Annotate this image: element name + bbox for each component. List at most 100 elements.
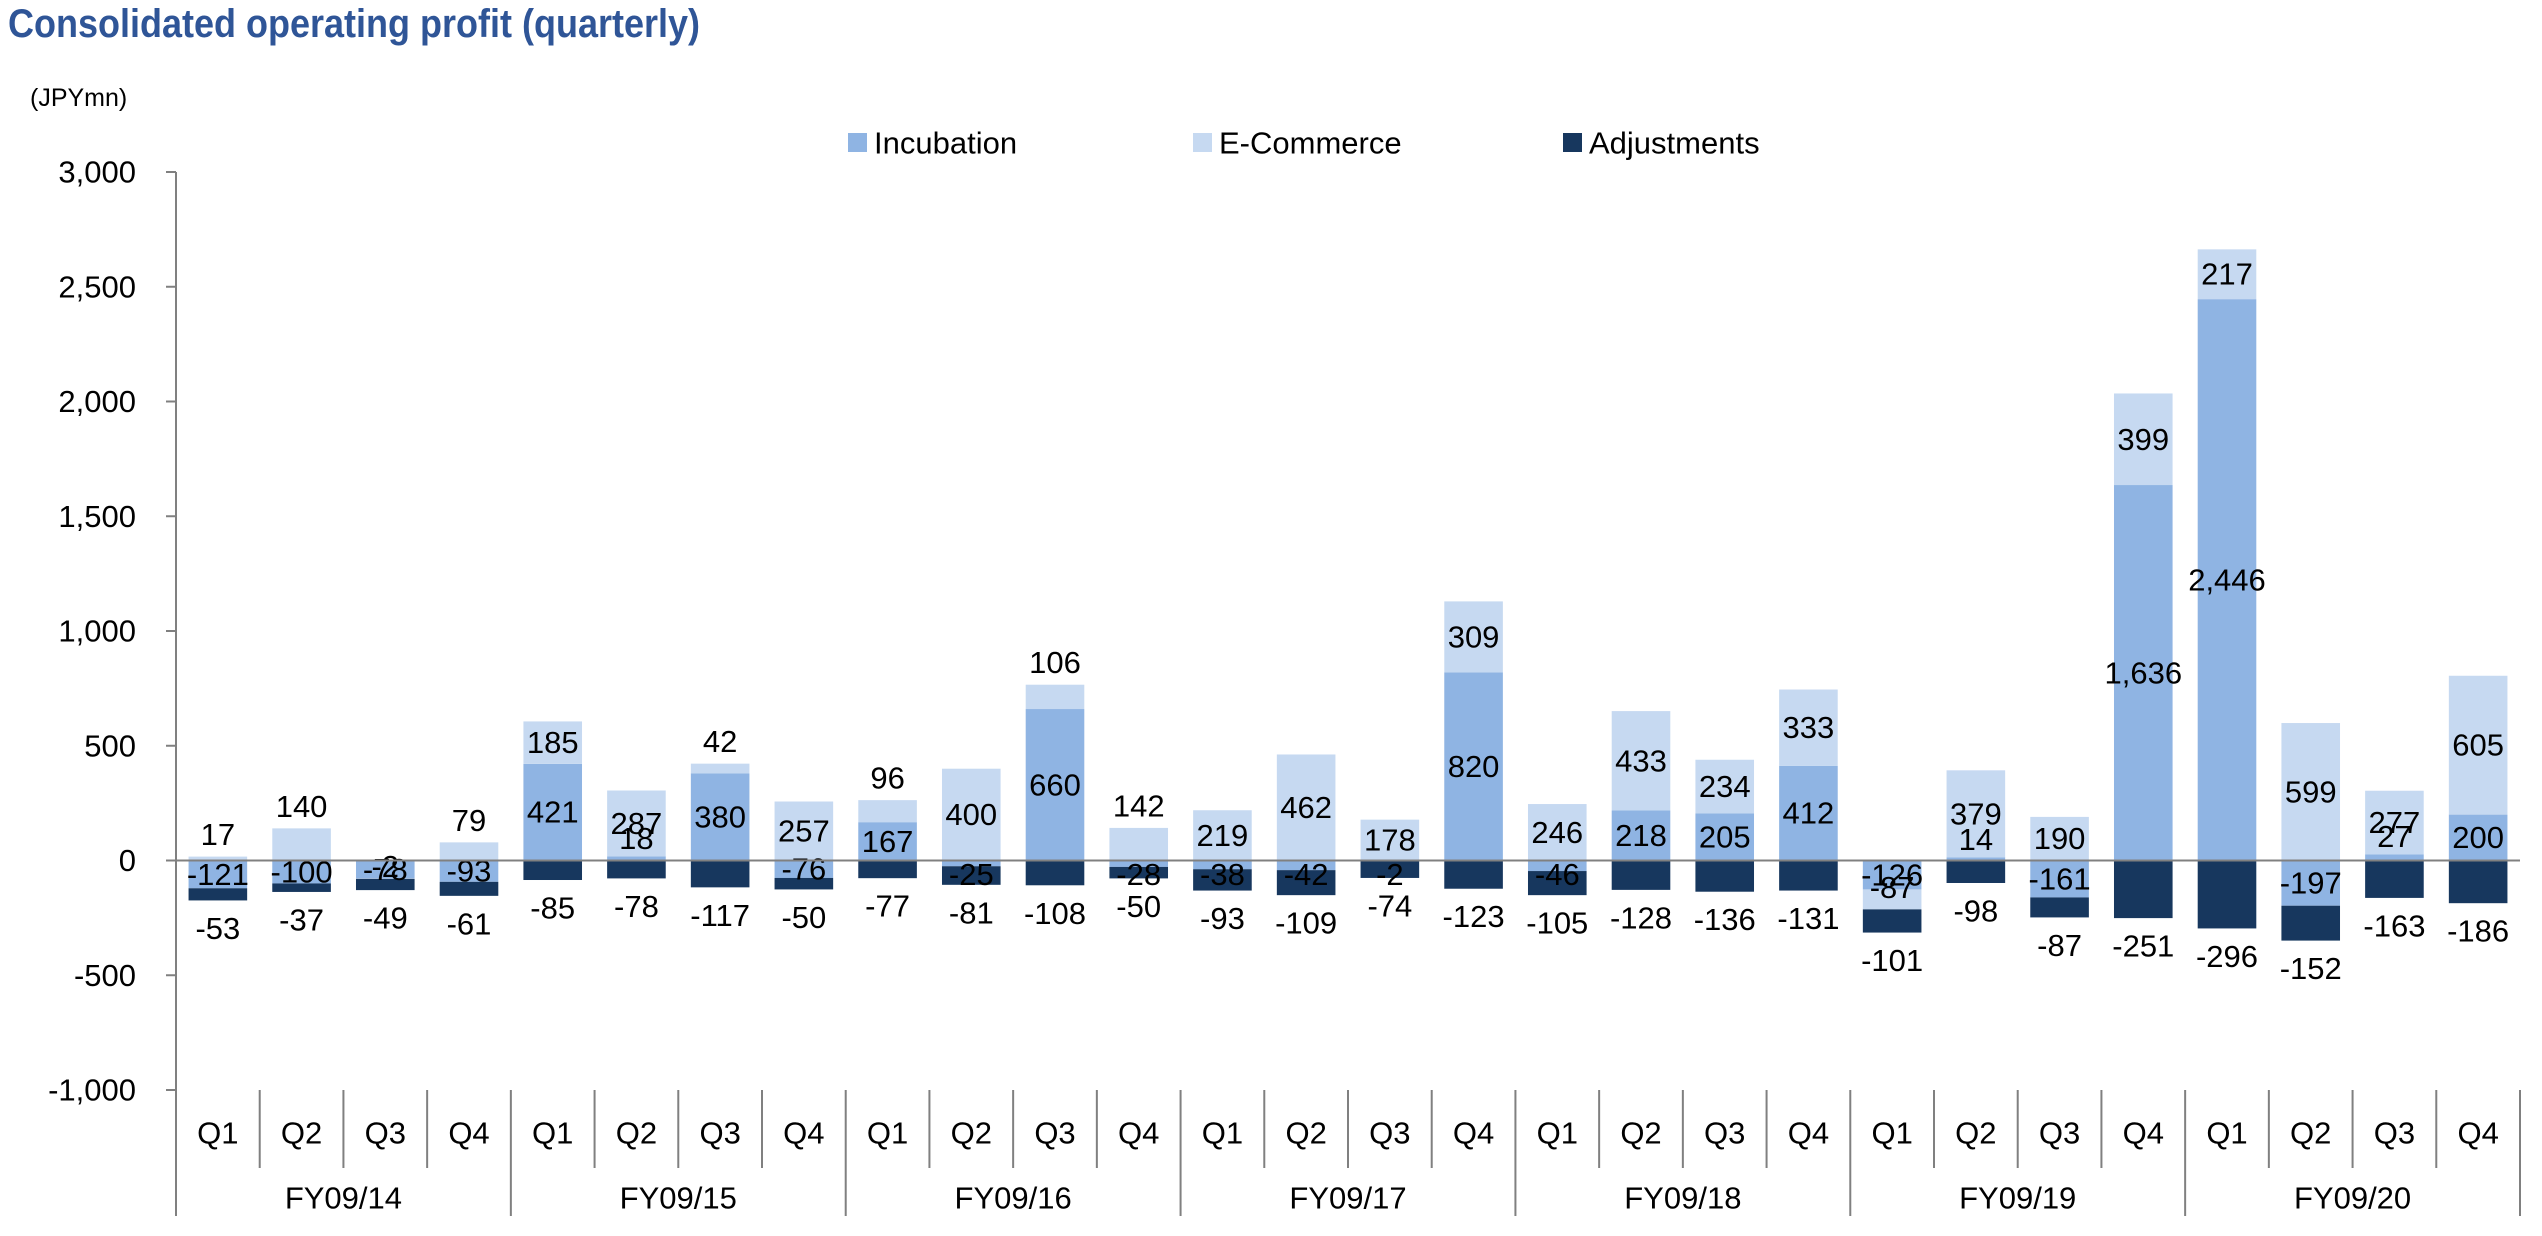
label-ecommerce: 234 <box>1699 769 1751 804</box>
label-incubation: 218 <box>1615 818 1667 853</box>
bar-incubation <box>774 860 834 878</box>
y-axis-unit: (JPYmn) <box>30 84 128 112</box>
bar-incubation <box>439 860 499 882</box>
quarter-label: Q4 <box>1788 1116 1829 1151</box>
label-ecommerce: 246 <box>1531 815 1583 850</box>
bar-ecommerce <box>941 768 1001 861</box>
label-ecommerce: 287 <box>611 806 663 841</box>
bar-incubation <box>1527 860 1587 872</box>
quarter-label: Q2 <box>1955 1116 1996 1151</box>
label-incubation: 27 <box>2377 819 2411 854</box>
label-adjustments: -186 <box>2447 914 2509 949</box>
label-adjustments: -98 <box>1953 893 1998 928</box>
bar-ecommerce <box>1779 689 1838 766</box>
quarter-label: Q4 <box>448 1116 489 1151</box>
y-tick-label: 1,500 <box>58 499 136 534</box>
quarter-label: Q2 <box>281 1116 322 1151</box>
quarter-label: Q2 <box>2290 1116 2331 1151</box>
bar-ecommerce <box>2197 249 2257 300</box>
label-incubation: -28 <box>1116 857 1161 892</box>
bar-adjustments <box>1527 871 1587 896</box>
bar-ecommerce <box>188 856 248 861</box>
quarter-label: Q2 <box>1285 1116 1326 1151</box>
label-adjustments: -152 <box>2280 951 2342 986</box>
bar-ecommerce <box>2448 675 2508 815</box>
label-adjustments: -105 <box>1526 906 1588 941</box>
fiscal-year-label: FY09/16 <box>955 1181 1072 1216</box>
label-adjustments: -109 <box>1275 906 1337 941</box>
bar-adjustments <box>1025 860 1085 886</box>
label-incubation: -126 <box>1861 857 1923 892</box>
y-tick-label: 0 <box>119 843 136 878</box>
y-tick-label: 500 <box>84 728 136 763</box>
bar-ecommerce <box>523 721 583 764</box>
label-adjustments: -93 <box>1200 901 1245 936</box>
label-incubation: 412 <box>1783 796 1835 831</box>
label-ecommerce: 599 <box>2285 774 2337 809</box>
bar-adjustments <box>2197 860 2257 929</box>
bar-adjustments <box>1611 860 1671 890</box>
bar-incubation <box>272 860 331 884</box>
y-tick-label: 2,000 <box>58 384 136 419</box>
bar-adjustments <box>858 860 917 879</box>
bar-adjustments <box>2448 860 2508 904</box>
label-ecommerce: 257 <box>778 814 830 849</box>
bar-incubation <box>858 822 917 861</box>
bar-incubation <box>1109 860 1169 867</box>
bar-ecommerce <box>2365 790 2424 855</box>
quarter-label: Q1 <box>867 1116 908 1151</box>
bar-adjustments <box>2030 897 2089 918</box>
label-ecommerce: 217 <box>2201 257 2253 292</box>
bar-ecommerce <box>690 763 750 774</box>
label-incubation: 2,446 <box>2188 562 2266 597</box>
quarter-label: Q2 <box>1620 1116 1661 1151</box>
quarter-label: Q4 <box>2123 1116 2164 1151</box>
label-adjustments: -123 <box>1443 899 1505 934</box>
label-incubation: -121 <box>187 857 249 892</box>
bar-adjustments <box>1444 860 1503 889</box>
bar-incubation <box>1611 810 1671 861</box>
legend-incubation-label: Incubation <box>874 126 1017 161</box>
bar-ecommerce <box>1025 684 1085 710</box>
bar-adjustments <box>774 877 834 890</box>
fiscal-year-label: FY09/18 <box>1624 1181 1741 1216</box>
label-ecommerce: -87 <box>1870 870 1915 905</box>
label-ecommerce: 605 <box>2452 728 2504 763</box>
legend-ecommerce-label: E-Commerce <box>1219 126 1402 161</box>
bar-adjustments <box>1862 909 1922 933</box>
bar-adjustments <box>1193 869 1252 891</box>
label-adjustments: -74 <box>1367 888 1412 923</box>
label-ecommerce: 106 <box>1029 645 1081 680</box>
label-ecommerce: 190 <box>2034 821 2086 856</box>
label-adjustments: -296 <box>2196 939 2258 974</box>
quarter-label: Q4 <box>1453 1116 1494 1151</box>
label-adjustments: -87 <box>2037 928 2082 963</box>
label-adjustments: -81 <box>949 895 994 930</box>
label-adjustments: -50 <box>1116 889 1161 924</box>
label-adjustments: -77 <box>865 889 910 924</box>
bar-ecommerce <box>1695 759 1755 814</box>
bar-ecommerce <box>607 790 666 857</box>
quarter-label: Q1 <box>1202 1116 1243 1151</box>
bar-adjustments <box>272 883 331 892</box>
y-tick-label: -1,000 <box>48 1073 136 1108</box>
label-incubation: 380 <box>694 799 746 834</box>
legend-incubation-swatch <box>848 133 867 152</box>
label-ecommerce: 178 <box>1364 823 1416 858</box>
bar-incubation <box>523 763 583 861</box>
legend-adjustments-label: Adjustments <box>1589 126 1760 161</box>
bar-incubation <box>2197 299 2257 861</box>
bar-ecommerce <box>858 800 917 823</box>
bar-incubation <box>1779 765 1838 861</box>
label-adjustments: -131 <box>1777 901 1839 936</box>
quarter-label: Q4 <box>2457 1116 2498 1151</box>
bar-incubation <box>2113 485 2173 861</box>
bar-ecommerce <box>272 828 331 861</box>
label-incubation: -78 <box>363 852 408 887</box>
bar-incubation <box>2281 860 2341 906</box>
label-incubation: -38 <box>1200 857 1245 892</box>
bar-incubation <box>188 860 248 889</box>
bar-ecommerce <box>1193 810 1252 861</box>
label-adjustments: -61 <box>447 906 492 941</box>
bar-ecommerce <box>1360 819 1420 861</box>
